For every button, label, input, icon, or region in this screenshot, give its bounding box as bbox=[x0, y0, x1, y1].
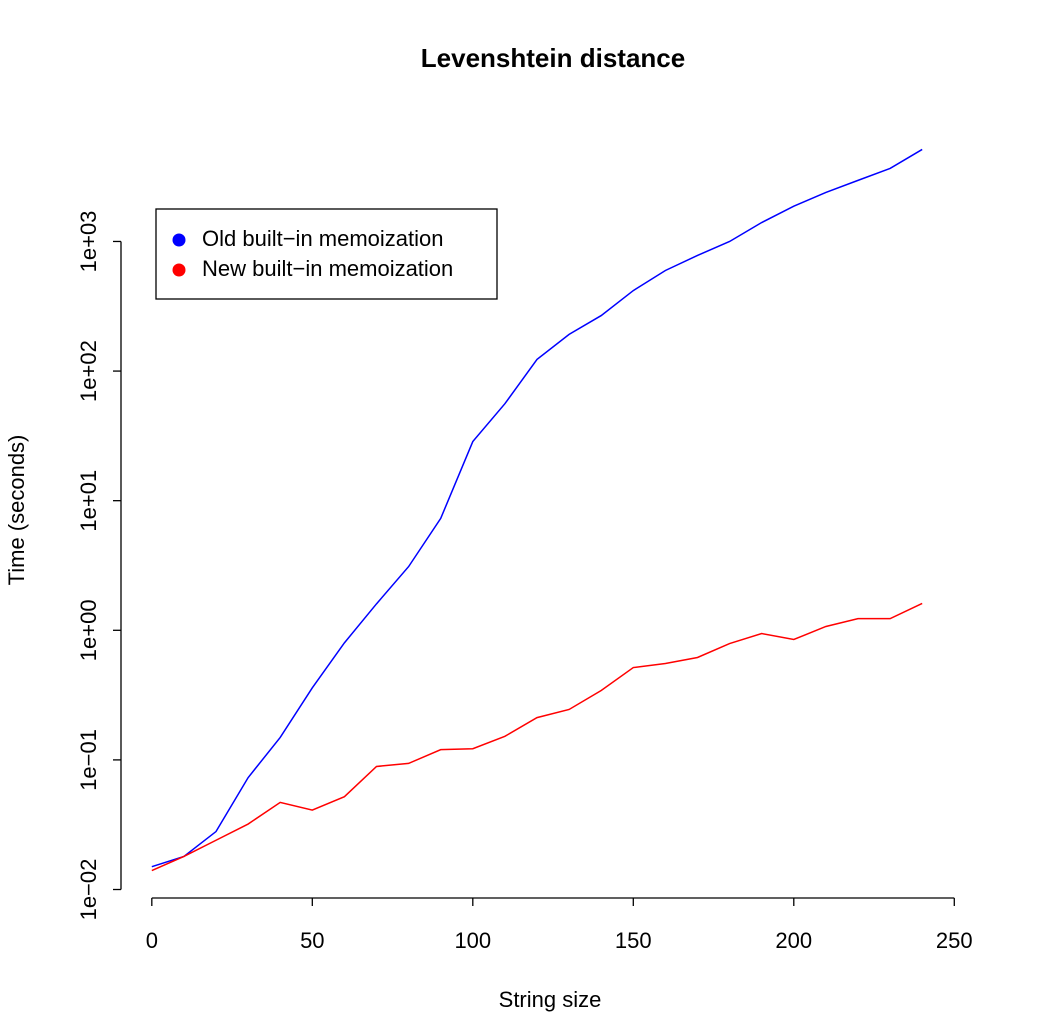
legend-marker bbox=[172, 263, 186, 277]
y-tick-label: 1e+03 bbox=[76, 211, 101, 273]
x-tick-label: 200 bbox=[775, 928, 812, 953]
x-tick-label: 250 bbox=[936, 928, 973, 953]
y-tick-label: 1e+01 bbox=[76, 470, 101, 532]
y-axis-title: Time (seconds) bbox=[4, 435, 29, 586]
y-tick-label: 1e+00 bbox=[76, 599, 101, 661]
chart-title: Levenshtein distance bbox=[421, 43, 685, 73]
legend-label: New built−in memoization bbox=[202, 256, 453, 281]
x-tick-label: 0 bbox=[146, 928, 158, 953]
x-tick-label: 50 bbox=[300, 928, 324, 953]
y-tick-label: 1e+02 bbox=[76, 340, 101, 402]
x-axis-title: String size bbox=[499, 987, 602, 1012]
x-tick-label: 150 bbox=[615, 928, 652, 953]
x-tick-label: 100 bbox=[454, 928, 491, 953]
legend-marker bbox=[172, 233, 186, 247]
series-line bbox=[151, 602, 923, 872]
legend-label: Old built−in memoization bbox=[202, 226, 444, 251]
y-tick-label: 1e−01 bbox=[76, 729, 101, 791]
series-line bbox=[151, 148, 923, 868]
legend-box bbox=[155, 208, 498, 300]
y-tick-label: 1e−02 bbox=[76, 859, 101, 921]
